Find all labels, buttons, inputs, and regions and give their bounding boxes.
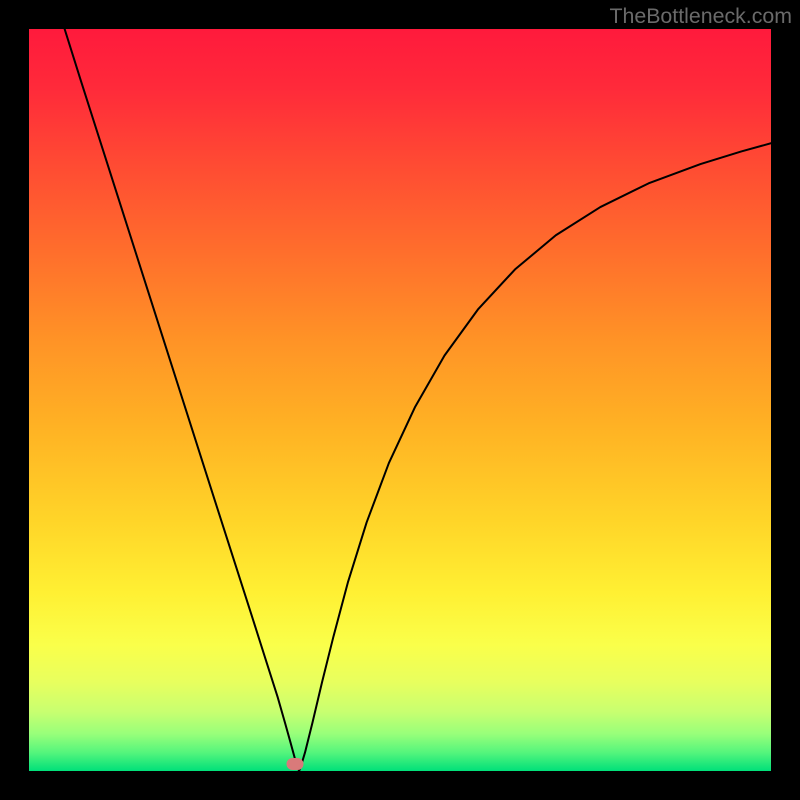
optimum-marker [286,758,303,770]
chart-container: TheBottleneck.com [0,0,800,800]
gradient-background [29,29,771,771]
watermark-text: TheBottleneck.com [609,4,792,29]
plot-area [29,29,771,771]
